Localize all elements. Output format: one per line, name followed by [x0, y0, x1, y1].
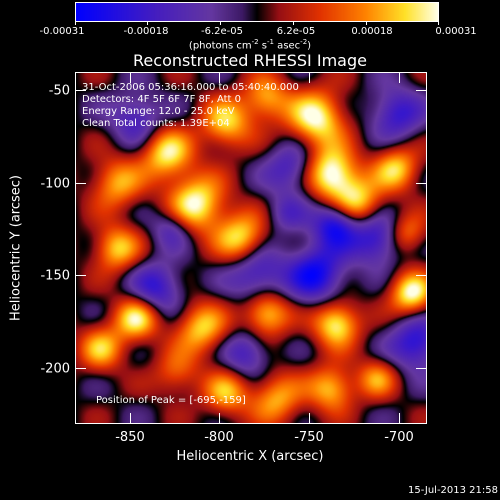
rhessi-image	[76, 73, 426, 423]
y-axis-title: Heliocentric Y (arcsec)	[8, 175, 24, 321]
y-tick-right	[416, 183, 426, 184]
info-time-range: 31-Oct-2006 05:36:16.000 to 05:40:40.000	[82, 82, 299, 93]
colorbar-units: (photons cm-2 s-1 asec-2)	[188, 38, 312, 52]
x-tick	[399, 413, 400, 423]
x-tick	[219, 413, 220, 423]
plot-title: Reconstructed RHESSI Image	[133, 51, 367, 70]
colorbar-tick	[220, 21, 221, 25]
x-tick-top	[309, 73, 310, 83]
colorbar-tick	[438, 21, 439, 25]
colorbar-tick-label: -0.00031	[39, 26, 85, 37]
colorbar-tick	[293, 21, 294, 25]
x-tick-label: -750	[294, 430, 324, 445]
x-tick	[130, 413, 131, 423]
colorbar-tick-label: 0.00031	[435, 26, 477, 37]
colorbar-tick	[75, 21, 76, 25]
colorbar	[75, 2, 439, 22]
info-peak-position: Position of Peak = [-695,-159]	[96, 395, 246, 406]
x-tick-label: -800	[204, 430, 234, 445]
colorbar-gradient	[76, 3, 438, 21]
info-clean-counts: Clean Total counts: 1.39E+04	[82, 118, 230, 129]
info-energy-range: Energy Range: 12.0 - 25.0 keV	[82, 106, 235, 117]
y-tick	[76, 275, 86, 276]
colorbar-tick	[366, 21, 367, 25]
y-tick-right	[416, 90, 426, 91]
x-tick-top	[399, 73, 400, 83]
colorbar-tick	[147, 21, 148, 25]
y-tick-label: -200	[40, 361, 70, 377]
x-tick-label: -850	[115, 430, 145, 445]
y-tick-label: -100	[40, 176, 70, 192]
x-tick-top	[130, 73, 131, 83]
colorbar-tick-label: 6.2e-05	[276, 26, 316, 37]
x-tick-top	[219, 73, 220, 83]
info-detectors: Detectors: 4F 5F 6F 7F 8F, Att 0	[82, 94, 242, 105]
y-tick-label: -50	[48, 83, 70, 99]
y-tick-right	[416, 275, 426, 276]
y-tick-right	[416, 368, 426, 369]
image-plot-area: 31-Oct-2006 05:36:16.000 to 05:40:40.000…	[75, 72, 427, 424]
x-tick	[309, 413, 310, 423]
timestamp: 15-Jul-2013 21:58	[407, 485, 498, 496]
colorbar-tick-label: -0.00018	[123, 26, 169, 37]
y-tick	[76, 183, 86, 184]
x-tick-label: -700	[384, 430, 414, 445]
colorbar-tick-label: -6.2e-05	[201, 26, 243, 37]
y-tick-label: -150	[40, 268, 70, 284]
y-tick	[76, 368, 86, 369]
colorbar-tick-label: 0.00018	[351, 26, 393, 37]
x-axis-title: Heliocentric X (arcsec)	[176, 449, 324, 464]
y-tick	[76, 90, 86, 91]
